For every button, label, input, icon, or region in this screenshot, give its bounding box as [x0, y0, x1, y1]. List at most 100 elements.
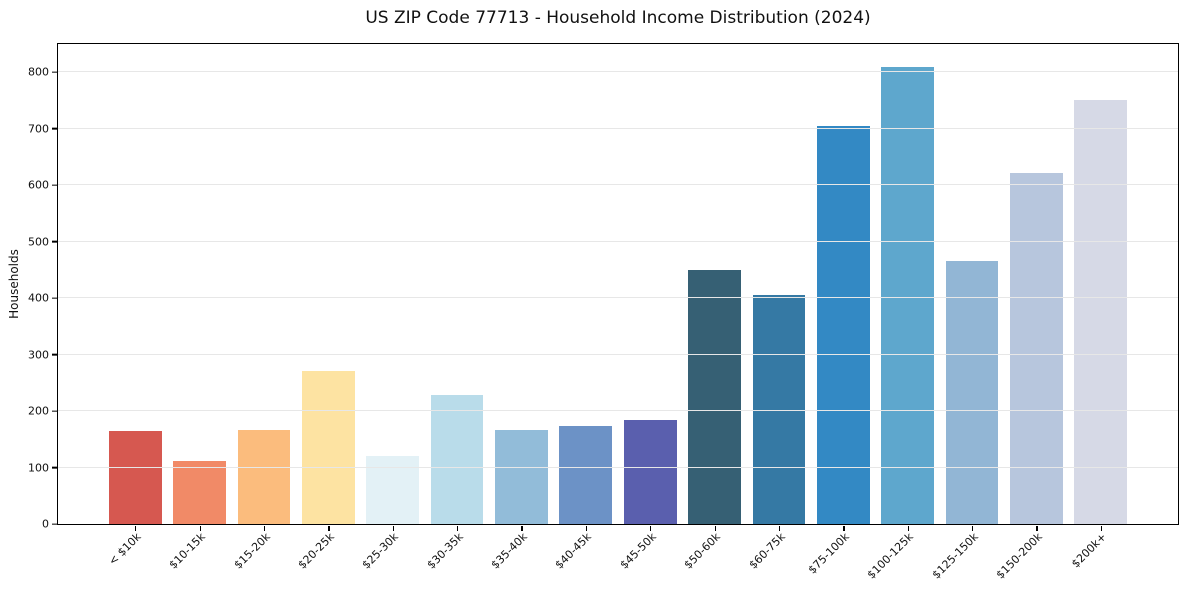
y-tick-label: 300: [28, 348, 49, 362]
bar-slot: [296, 44, 360, 531]
x-label-slot: $200k+: [1069, 524, 1133, 586]
y-tick-label: 700: [28, 122, 49, 136]
x-tick-label: $25-30k: [359, 530, 402, 572]
y-tick-label: 100: [28, 461, 49, 475]
gridline-300: [58, 353, 1178, 355]
plot-area: 0 100 200 300 400 500 600 700 800 < $10k $10-15k $…: [28, 43, 1179, 581]
bar-1: [108, 431, 162, 524]
y-axis-title: Households: [7, 249, 21, 319]
bar-slot: [747, 44, 811, 531]
bar-15: [1010, 173, 1063, 524]
x-label-slot: $40-45k: [553, 524, 618, 586]
x-label-slot: $45-50k: [617, 524, 682, 586]
bar-13: [881, 66, 935, 524]
chart-title: US ZIP Code 77713 - Household Income Dis…: [365, 8, 871, 28]
gridline-700: [58, 127, 1178, 129]
bar-slot: [618, 44, 682, 531]
x-tick-label: $60-75k: [746, 530, 788, 572]
bar-slot: [811, 44, 875, 531]
x-tick-mark: [1100, 525, 1103, 531]
x-tick-mark: [263, 525, 266, 531]
x-label-slot: $15-20k: [231, 524, 296, 586]
x-tick-mark: [199, 525, 201, 531]
x-label-slot: $75-100k: [806, 524, 875, 586]
x-label-slot: < $10k: [103, 524, 167, 586]
gridline-600: [58, 184, 1178, 186]
y-tick-label: 200: [28, 404, 49, 418]
bar-slot: [489, 44, 553, 531]
gridline-500: [58, 240, 1178, 242]
x-tick-label: $10-15k: [166, 530, 209, 572]
y-tick-mark: [51, 297, 57, 299]
bar-slot: [940, 44, 1004, 531]
x-tick-mark: [135, 525, 137, 531]
bar-slot: [103, 44, 167, 531]
gridline-100: [58, 466, 1178, 468]
bar-14: [945, 260, 999, 524]
bar-slot: [682, 44, 746, 531]
x-tick-mark: [392, 525, 394, 531]
x-label-slot: $100-125k: [865, 524, 940, 586]
y-tick-mark: [51, 523, 57, 525]
x-label-slot: $60-75k: [746, 524, 811, 586]
x-tick-label: $200k+: [1069, 530, 1110, 571]
bar-10: [688, 269, 741, 524]
y-tick-label: 400: [28, 291, 49, 305]
x-label-slot: $30-35k: [424, 524, 489, 586]
x-label-slot: $50-60k: [682, 524, 746, 586]
x-tick-mark: [328, 525, 330, 531]
x-tick-label: $45-50k: [617, 530, 659, 572]
bar-slot: [361, 44, 425, 531]
y-tick-mark: [51, 410, 57, 412]
x-axis-labels: < $10k $10-15k $15-20k $20-25k $25-30k $30-35…: [58, 524, 1178, 586]
x-label-slot: $25-30k: [359, 524, 425, 586]
x-label-slot: $35-40k: [489, 524, 553, 586]
y-tick-mark: [51, 466, 57, 469]
x-tick-mark: [457, 525, 459, 531]
gridline-200: [58, 410, 1178, 412]
bar-11: [752, 295, 806, 524]
y-tick-label: 500: [28, 235, 49, 249]
bar-8: [559, 425, 613, 524]
bar-slot: [554, 44, 618, 531]
bar-slot: [232, 44, 296, 531]
x-tick-mark: [907, 525, 909, 531]
bar-slot: [876, 44, 940, 531]
bar-slot: [425, 44, 489, 531]
x-label-slot: $10-15k: [167, 524, 231, 586]
y-tick-mark: [51, 128, 57, 130]
x-tick-label: $30-35k: [424, 530, 466, 572]
bar-6: [430, 394, 484, 524]
y-tick-mark: [51, 184, 57, 186]
y-tick-label: 600: [28, 178, 49, 192]
x-tick-mark: [521, 525, 523, 531]
bar-slot: [167, 44, 231, 531]
bars-row: [58, 44, 1178, 531]
x-tick-label: $50-60k: [681, 530, 724, 572]
bar-16: [1074, 100, 1128, 524]
x-tick-label: $15-20k: [231, 530, 273, 572]
y-tick-label: 800: [28, 65, 49, 79]
bar-3: [237, 430, 291, 524]
bar-slot: [1004, 44, 1068, 531]
x-tick-mark: [650, 525, 652, 531]
x-tick-label: $35-40k: [488, 530, 530, 572]
x-tick-mark: [585, 525, 588, 531]
x-label-slot: $150-200k: [994, 524, 1068, 586]
bar-2: [173, 461, 226, 524]
y-tick-mark: [51, 241, 57, 243]
bar-12: [816, 125, 870, 524]
x-tick-label: $40-45k: [553, 530, 595, 572]
bar-slot: [1069, 44, 1133, 531]
bar-9: [623, 419, 677, 524]
y-tick-mark: [51, 353, 57, 356]
x-tick-mark: [843, 525, 845, 531]
gridline-800: [58, 71, 1178, 73]
x-tick-mark: [778, 525, 781, 531]
y-tick-label: 0: [42, 517, 49, 531]
gridline-400: [58, 297, 1178, 299]
y-tick-mark: [51, 71, 57, 73]
x-label-slot: $20-25k: [296, 524, 360, 586]
bar-4: [301, 370, 355, 524]
